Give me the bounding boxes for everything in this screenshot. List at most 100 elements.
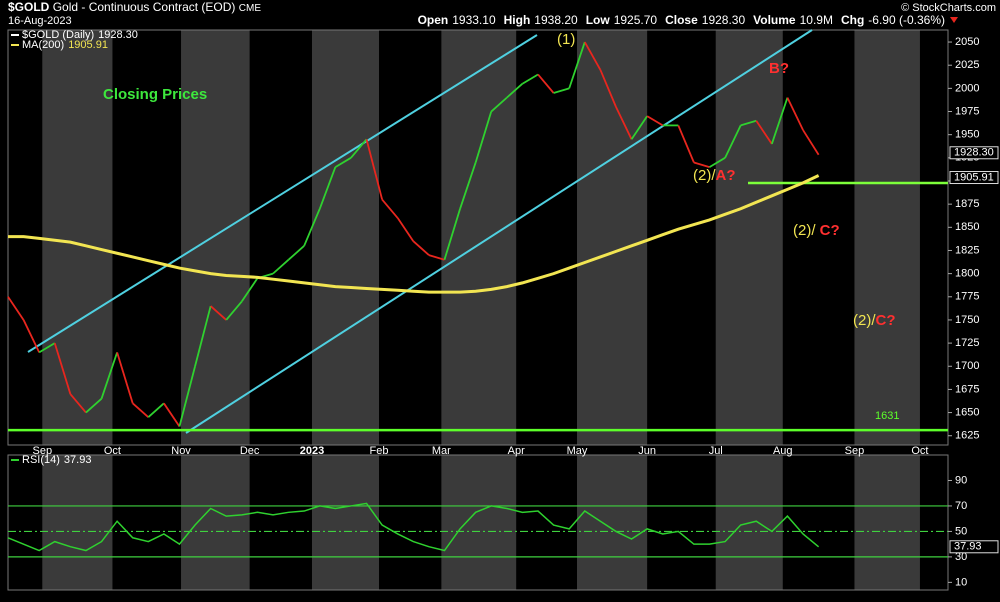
price-segment <box>350 138 368 159</box>
x-tick-label: Mar <box>432 445 451 457</box>
annotation: (2)/ C? <box>793 222 840 239</box>
price-segment <box>318 166 337 210</box>
x-tick-label: May <box>567 445 588 457</box>
month-stripe <box>715 30 783 445</box>
y-tick-label: 30 <box>955 551 967 563</box>
price-segment <box>287 245 305 261</box>
price-segment <box>225 300 243 321</box>
y-tick-label: 1750 <box>955 314 979 326</box>
annotation-part: C? <box>876 312 896 329</box>
y-tick-label: 1950 <box>955 129 979 141</box>
price-segment <box>241 277 259 302</box>
x-tick-label: Dec <box>240 445 260 457</box>
legend-name: RSI(14) <box>22 454 60 466</box>
month-stripe <box>441 455 517 590</box>
x-tick-label: Sep <box>33 445 53 457</box>
x-tick-label: Feb <box>370 445 389 457</box>
annotation: (2)/C? <box>853 312 896 329</box>
y-tick-label: 1875 <box>955 198 979 210</box>
x-tick-label: Sep <box>845 445 865 457</box>
annotation: Closing Prices <box>103 86 207 103</box>
price-segment <box>740 119 757 127</box>
price-segment <box>724 125 742 159</box>
copyright: © StockCharts.com <box>901 2 996 14</box>
last-value: 1928.30 <box>954 147 994 159</box>
annotation: B? <box>769 60 789 77</box>
price-segment <box>396 217 415 242</box>
y-tick-label: 1675 <box>955 383 979 395</box>
price-segment <box>521 73 539 85</box>
x-tick-label: Apr <box>508 445 525 457</box>
x-tick-label: 2023 <box>300 445 324 457</box>
price-segment <box>490 96 508 113</box>
y-tick-label: 1725 <box>955 337 979 349</box>
legend-entry: RSI(14) 37.93 <box>22 454 91 466</box>
price-segment <box>630 115 648 140</box>
y-tick-label: 1625 <box>955 430 979 442</box>
annotation-part: A? <box>716 167 736 184</box>
stripes <box>42 30 920 590</box>
price-segment <box>537 73 555 94</box>
quote-label: High <box>504 13 531 27</box>
price-segment <box>69 393 87 414</box>
x-tick-label: Aug <box>773 445 793 457</box>
last-value-box <box>949 171 999 185</box>
price-segment <box>100 352 118 399</box>
last-value-box <box>949 540 999 554</box>
y-tick-label: 2025 <box>955 59 979 71</box>
quote-label: Chg <box>841 13 864 27</box>
x-tick-label: Jun <box>638 445 656 457</box>
price-segment <box>599 69 617 108</box>
quote: Open 1933.10 High 1938.20 Low 1925.70 Close 192… <box>418 13 945 27</box>
y-tick-label: 2000 <box>955 82 979 94</box>
price-segment <box>412 240 430 256</box>
annotation-part: C? <box>820 222 840 239</box>
quote-value: 1925.70 <box>614 13 658 27</box>
y-tick-label: 2050 <box>955 36 979 48</box>
y-tick-label: 10 <box>955 576 967 588</box>
legend-entry: $GOLD (Daily) 1928.30 <box>22 29 138 41</box>
y-tick-label: 70 <box>955 500 967 512</box>
exchange: CME <box>239 3 262 14</box>
price-segment <box>132 402 149 418</box>
y-tick-label: 1975 <box>955 105 979 117</box>
price-segment <box>303 208 321 247</box>
annotation-part: (2)/ <box>693 167 716 184</box>
legend-value: 37.93 <box>64 454 92 466</box>
symbol: $GOLD <box>8 0 50 14</box>
level-label: 1631 <box>875 410 899 422</box>
price-segment <box>428 254 445 261</box>
annotation-part: (2)/ <box>853 312 876 329</box>
price-segment <box>443 208 461 260</box>
price-segment <box>693 161 710 168</box>
price-segment <box>459 162 477 210</box>
quote-value: 1933.10 <box>452 13 496 27</box>
name: Gold - Continuous Contract (EOD) <box>53 0 236 14</box>
month-stripe <box>311 30 380 445</box>
price-segment <box>802 129 820 156</box>
price-segment <box>553 87 570 94</box>
price-segment <box>583 41 602 71</box>
price-segment <box>365 139 384 200</box>
legend-name: MA(200) <box>22 39 64 51</box>
rsi-frame <box>7 454 949 591</box>
legend-entry: MA(200) 1905.91 <box>22 39 108 51</box>
quote-value: 1928.30 <box>702 13 746 27</box>
channel-lower <box>185 29 813 434</box>
price-segment <box>85 398 103 414</box>
down-arrow <box>950 17 958 23</box>
month-stripe <box>42 30 113 445</box>
price-segment <box>646 115 664 127</box>
annotation: (1) <box>557 31 575 48</box>
x-tick-label: Oct <box>104 445 121 457</box>
month-stripe <box>854 455 920 590</box>
price-segment <box>147 402 165 418</box>
quote-label: Volume <box>753 13 796 27</box>
price-segment <box>272 259 290 275</box>
x-tick-label: Nov <box>171 445 191 457</box>
quote-label: Close <box>665 13 698 27</box>
month-stripe <box>311 455 380 590</box>
y-tick-label: 50 <box>955 525 967 537</box>
